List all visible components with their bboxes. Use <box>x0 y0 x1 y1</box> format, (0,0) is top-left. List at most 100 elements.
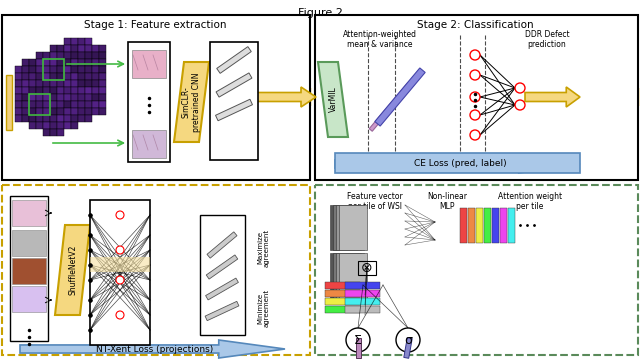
Bar <box>345 306 380 313</box>
Bar <box>57 115 63 121</box>
Bar <box>22 73 29 79</box>
Bar <box>90 200 150 345</box>
Bar <box>57 73 63 79</box>
Circle shape <box>515 83 525 93</box>
Bar <box>99 52 106 59</box>
Bar <box>78 87 84 93</box>
Text: Attention weight
per tile: Attention weight per tile <box>498 192 562 211</box>
Bar <box>50 94 56 101</box>
Bar <box>57 101 63 107</box>
Polygon shape <box>174 62 209 142</box>
Bar <box>71 108 77 115</box>
Text: Attention-weighted
mean & variance: Attention-weighted mean & variance <box>343 30 417 50</box>
Bar <box>36 108 42 115</box>
Bar <box>64 73 70 79</box>
Text: Σ: Σ <box>354 334 362 346</box>
Bar <box>15 94 22 101</box>
Bar <box>85 59 92 65</box>
Circle shape <box>470 92 480 102</box>
Bar <box>57 94 63 101</box>
Bar <box>71 87 77 93</box>
Bar <box>29 59 35 65</box>
Circle shape <box>396 328 420 352</box>
Bar <box>132 130 166 158</box>
Bar <box>85 87 92 93</box>
Circle shape <box>116 211 124 219</box>
Bar <box>476 208 483 243</box>
Bar <box>330 205 358 250</box>
Bar <box>78 73 84 79</box>
Bar <box>71 38 77 45</box>
Bar <box>29 115 35 121</box>
Bar <box>64 59 70 65</box>
Bar <box>315 15 638 180</box>
Bar <box>99 73 106 79</box>
Polygon shape <box>205 301 239 321</box>
Bar <box>345 282 380 289</box>
Bar <box>22 59 29 65</box>
Bar <box>78 115 84 121</box>
Text: Maximize
agreement: Maximize agreement <box>257 229 270 267</box>
Bar <box>22 108 29 115</box>
Bar <box>85 80 92 87</box>
Bar <box>64 122 70 129</box>
Text: Non-linear
MLP: Non-linear MLP <box>427 192 467 211</box>
Bar <box>339 205 367 250</box>
Bar <box>64 80 70 87</box>
Bar <box>57 45 63 51</box>
Text: σ: σ <box>404 334 412 346</box>
Circle shape <box>470 50 480 60</box>
Bar <box>99 45 106 51</box>
Bar <box>508 208 515 243</box>
Bar <box>339 253 367 298</box>
Bar <box>64 115 70 121</box>
Bar <box>43 129 49 135</box>
Bar <box>335 153 580 173</box>
Bar <box>325 282 360 289</box>
Bar <box>22 80 29 87</box>
Bar <box>200 215 245 335</box>
Bar <box>57 87 63 93</box>
Bar <box>64 94 70 101</box>
Bar <box>132 50 166 78</box>
Polygon shape <box>20 340 285 358</box>
Bar <box>64 38 70 45</box>
Bar <box>71 101 77 107</box>
Bar <box>22 115 29 121</box>
Bar <box>333 205 361 250</box>
Bar <box>57 52 63 59</box>
Bar <box>78 52 84 59</box>
Bar <box>64 101 70 107</box>
Bar <box>71 94 77 101</box>
Bar <box>50 108 56 115</box>
Bar <box>50 122 56 129</box>
Bar <box>315 185 638 355</box>
Polygon shape <box>55 225 90 315</box>
Bar <box>43 115 49 121</box>
Bar <box>43 80 49 87</box>
Bar <box>50 66 56 73</box>
Text: Minimize
agreement: Minimize agreement <box>257 289 270 327</box>
Bar <box>43 101 49 107</box>
Polygon shape <box>205 278 239 300</box>
Bar <box>325 290 360 297</box>
Bar <box>85 101 92 107</box>
Bar <box>6 75 12 130</box>
Bar <box>43 122 49 129</box>
Bar <box>315 88 640 106</box>
Bar <box>43 94 49 101</box>
Bar <box>92 45 99 51</box>
Bar <box>57 129 63 135</box>
Bar <box>12 200 46 226</box>
Bar <box>492 208 499 243</box>
Bar <box>85 38 92 45</box>
Bar <box>345 298 380 305</box>
Bar <box>50 73 56 79</box>
Bar <box>36 101 42 107</box>
Bar <box>128 42 170 162</box>
Bar <box>15 87 22 93</box>
Bar <box>43 52 49 59</box>
Bar <box>484 208 491 243</box>
Bar <box>29 122 35 129</box>
Bar <box>50 101 56 107</box>
